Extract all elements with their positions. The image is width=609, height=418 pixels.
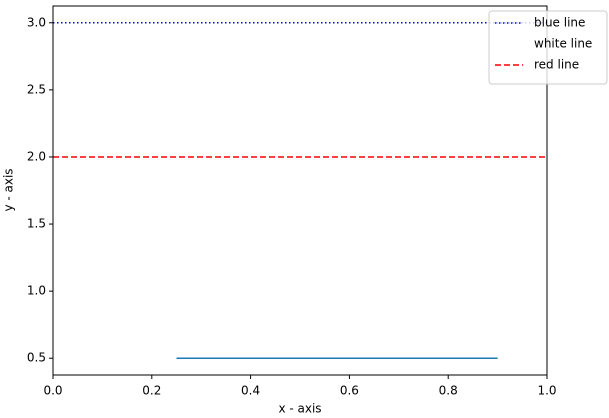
x-tick-label: 0.2: [142, 384, 161, 398]
x-tick-label: 0.4: [241, 384, 260, 398]
y-tick-label: 1.0: [27, 284, 46, 298]
y-tick-label: 2.0: [27, 149, 46, 163]
y-tick-label: 1.5: [27, 217, 46, 231]
x-tick-label: 0.6: [340, 384, 359, 398]
y-tick-label: 2.5: [27, 82, 46, 96]
axes-frame: [52, 5, 548, 376]
x-tick-label: 0.8: [439, 384, 458, 398]
legend-label: red line: [534, 58, 579, 72]
y-axis-label: y - axis: [2, 168, 16, 211]
x-tick-label: 1.0: [537, 384, 556, 398]
x-tick-label: 0.0: [43, 384, 62, 398]
y-tick-label: 0.5: [27, 351, 46, 365]
x-axis-label: x - axis: [278, 402, 321, 416]
y-tick-label: 3.0: [27, 15, 46, 29]
legend-label: blue line: [534, 16, 585, 30]
legend-label: white line: [534, 37, 592, 51]
